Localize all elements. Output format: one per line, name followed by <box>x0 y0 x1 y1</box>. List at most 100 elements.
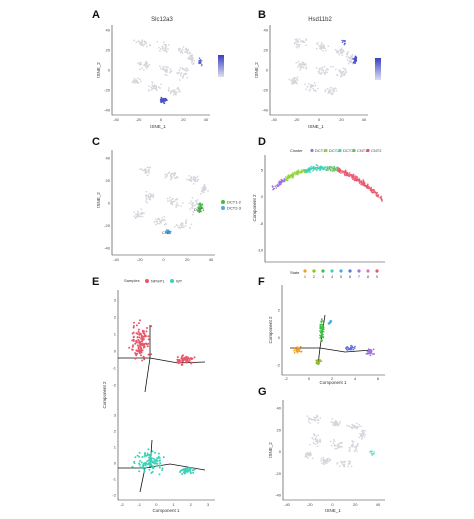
background-cell <box>147 194 150 197</box>
background-cell <box>159 48 162 50</box>
sample-cell-wt <box>131 465 134 468</box>
panel-e-xtick: -1 <box>137 502 141 507</box>
background-cell <box>148 168 150 171</box>
background-cell <box>345 55 348 58</box>
background-cell <box>308 90 311 92</box>
background-cell <box>325 460 328 463</box>
expressing-cell <box>342 39 345 42</box>
trajectory-cell <box>350 174 352 177</box>
background-cell <box>159 65 161 67</box>
background-cell <box>360 435 363 437</box>
background-cell <box>352 425 355 428</box>
background-cell <box>319 441 322 443</box>
background-cell <box>347 463 350 465</box>
background-cell <box>203 185 205 187</box>
background-cell <box>312 87 315 90</box>
background-cell <box>351 442 354 445</box>
sample-cell-nphp1 <box>139 347 142 349</box>
trajectory-cell <box>304 168 307 171</box>
panel-f-legend-swatch <box>348 269 352 273</box>
background-cell <box>360 425 362 428</box>
background-cell <box>194 178 197 180</box>
sample-cell-wt <box>148 458 151 461</box>
background-cell <box>139 61 142 64</box>
background-cell <box>164 173 166 176</box>
cluster-cell-dct1-2 <box>198 203 201 206</box>
background-cell <box>157 46 160 49</box>
panel-a-ytick: -40 <box>104 108 111 113</box>
background-cell <box>175 206 178 208</box>
panel-label-a: A <box>92 9 100 21</box>
background-cell <box>145 196 148 198</box>
background-cell <box>295 81 298 83</box>
background-cell <box>351 440 354 442</box>
panel-c-legend-1: DCT1-2 <box>227 200 242 205</box>
background-cell <box>321 66 324 69</box>
background-cell <box>191 59 194 62</box>
trajectory-cell <box>271 185 274 188</box>
background-cell <box>192 56 194 59</box>
background-cell <box>180 49 183 52</box>
trajectory-cell <box>333 165 335 168</box>
panel-f-ytick: 2 <box>278 308 281 313</box>
background-cell <box>203 183 206 186</box>
trajectory-cell <box>287 174 290 177</box>
background-cell <box>301 61 304 64</box>
background-cell <box>149 44 152 47</box>
background-cell <box>317 419 320 421</box>
background-cell <box>348 446 351 449</box>
trajectory-cell <box>344 170 347 173</box>
trajectory-cell <box>364 185 367 188</box>
background-cell <box>186 178 188 181</box>
background-cell <box>138 40 141 43</box>
background-cell <box>316 87 319 90</box>
background-cell <box>171 172 174 175</box>
panel-d-axes <box>264 155 385 263</box>
background-cell <box>328 88 331 91</box>
background-cell <box>338 465 341 467</box>
background-cell <box>162 67 165 70</box>
background-cell <box>150 195 153 198</box>
background-cell <box>166 197 169 200</box>
background-cell <box>158 222 161 225</box>
background-cell <box>181 67 184 70</box>
background-cell <box>335 447 338 450</box>
background-cell <box>157 217 160 220</box>
highlight-cell <box>373 451 376 454</box>
background-cell <box>176 204 179 206</box>
expressing-cell <box>199 62 201 64</box>
background-cell <box>332 66 334 68</box>
background-cell <box>160 83 162 86</box>
tree-branch <box>144 357 151 393</box>
panel-d-legend-item: CNT2 <box>371 148 382 153</box>
background-cell <box>353 450 356 453</box>
background-cell <box>312 438 315 441</box>
expressing-cell <box>355 60 357 63</box>
panel-e-xtick: 2 <box>190 502 193 507</box>
state-cell <box>348 347 351 350</box>
background-cell <box>327 457 329 460</box>
panel-c-legend-2: DCT2-3 <box>227 206 242 211</box>
panel-label-c: C <box>92 136 100 148</box>
background-cell <box>136 210 139 213</box>
sample-cell-wt <box>146 452 149 455</box>
sample-cell-nphp1 <box>176 356 179 359</box>
panel-e-ytick: -2 <box>112 493 116 498</box>
background-cell <box>315 67 318 69</box>
background-cell <box>171 203 174 206</box>
background-cell <box>330 86 333 89</box>
highlight-cell <box>369 451 371 453</box>
panel-b-ytick: -40 <box>262 108 269 113</box>
background-cell <box>195 202 198 204</box>
trajectory-cell <box>361 182 363 184</box>
background-cell <box>184 225 187 227</box>
sample-cell-nphp1 <box>147 338 150 341</box>
state-cell <box>296 347 299 350</box>
sample-cell-wt <box>151 467 154 470</box>
background-cell <box>351 54 354 56</box>
background-cell <box>188 174 191 177</box>
state-cell <box>322 326 325 329</box>
background-cell <box>203 189 205 192</box>
background-cell <box>157 86 160 88</box>
background-cell <box>170 202 172 205</box>
